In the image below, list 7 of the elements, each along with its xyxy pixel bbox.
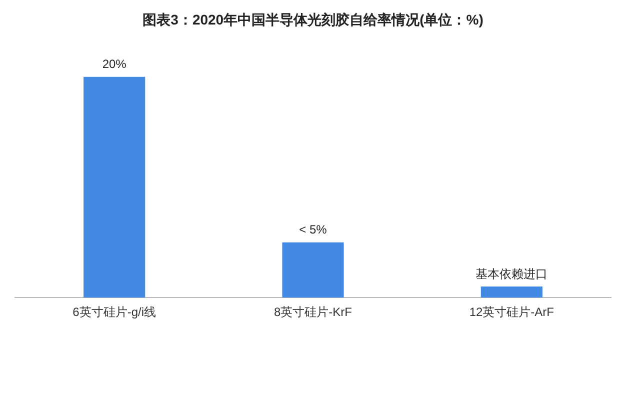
x-tick-label: 8英寸硅片-KrF (274, 305, 352, 320)
data-label: 基本依赖进口 (476, 266, 548, 281)
chart-title: 图表3：2020年中国半导体光刻胶自给率情况(单位：%) (142, 11, 484, 28)
x-tick-label: 6英寸硅片-g/i线 (72, 305, 156, 320)
data-label: 20% (102, 57, 127, 72)
x-tick-label: 12英寸硅片-ArF (469, 305, 554, 320)
data-label: < 5% (299, 222, 328, 237)
